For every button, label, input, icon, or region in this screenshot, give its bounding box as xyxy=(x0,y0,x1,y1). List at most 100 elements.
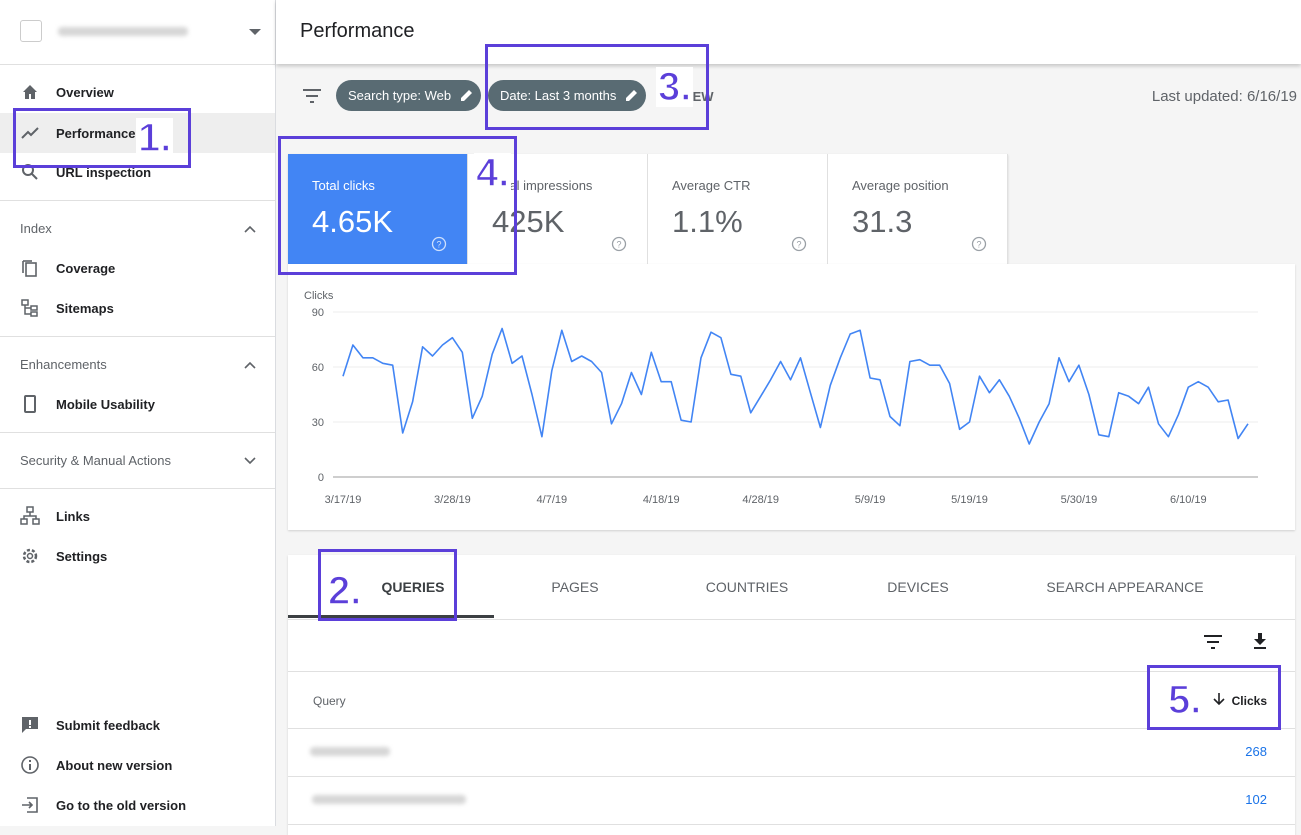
nav-label: Settings xyxy=(56,548,108,564)
x-tick-label: 3/28/19 xyxy=(434,494,471,506)
page-title: Performance xyxy=(300,20,415,42)
nav-item[interactable]: Sitemaps xyxy=(0,288,275,328)
y-axis-label: Clicks xyxy=(304,290,334,302)
metric[interactable]: Total impressions 425K? xyxy=(468,154,648,264)
nav-label: Overview xyxy=(56,84,114,100)
metric[interactable]: Average position 31.3? xyxy=(828,154,1008,264)
x-tick-label: 5/30/19 xyxy=(1061,494,1098,506)
nav-label: Links xyxy=(56,508,90,524)
sort-icon[interactable] xyxy=(1213,692,1225,705)
clicks-cell: 102 xyxy=(1245,792,1267,807)
nav-item[interactable]: About new version xyxy=(0,745,275,785)
metric-value: 31.3 xyxy=(852,204,913,239)
section-title[interactable]: Security & Manual Actions xyxy=(20,453,172,468)
metric-label: Total clicks xyxy=(312,178,375,193)
tab[interactable]: COUNTRIES xyxy=(705,579,789,595)
collapse-icon[interactable] xyxy=(244,225,256,233)
nav-label: About new version xyxy=(56,757,173,773)
nav-item[interactable]: Go to the old version xyxy=(0,785,275,825)
table-filter-icon[interactable] xyxy=(1203,634,1223,650)
top-bar: Performance xyxy=(276,0,1301,64)
x-tick-label: 4/28/19 xyxy=(742,494,779,506)
metric-label: Average CTR xyxy=(672,178,751,193)
svg-text:?: ? xyxy=(796,240,801,250)
section-title[interactable]: Index xyxy=(20,221,52,236)
x-tick-label: 5/19/19 xyxy=(951,494,988,506)
y-tick-label: 60 xyxy=(312,362,324,374)
annotation-box xyxy=(485,44,709,130)
tab-indicator xyxy=(288,615,494,618)
divider xyxy=(0,336,275,337)
annotation-box xyxy=(278,136,517,275)
nav-label: Performance xyxy=(56,125,136,141)
nav-label: Go to the old version xyxy=(56,797,187,813)
divider xyxy=(288,824,1295,825)
divider xyxy=(288,776,1295,777)
tab[interactable]: DEVICES xyxy=(887,579,949,595)
chart-card: Clicks 0 30 60 90 3/17/19 3/28/19 4/7/19 4/18/19… xyxy=(288,264,1295,530)
chip-label: Date: Last 3 months xyxy=(500,88,617,103)
nav-label: URL inspection xyxy=(56,164,152,180)
metric[interactable]: Total clicks 4.65K? xyxy=(288,154,468,264)
x-tick-label: 6/10/19 xyxy=(1170,494,1207,506)
data-line xyxy=(342,327,1249,445)
section-title[interactable]: Enhancements xyxy=(20,357,107,372)
x-tick-label: 4/18/19 xyxy=(643,494,680,506)
x-tick-label: 3/17/19 xyxy=(325,494,362,506)
site-dropdown[interactable] xyxy=(249,29,261,36)
x-tick-label: 5/9/19 xyxy=(855,494,886,506)
metric-value: 4.65K xyxy=(312,204,394,239)
annotation-box xyxy=(318,549,457,621)
nav-label: Mobile Usability xyxy=(56,396,155,412)
nav-item[interactable]: Mobile Usability xyxy=(0,384,275,424)
nav-label: Sitemaps xyxy=(56,300,114,316)
column-header: Query xyxy=(313,694,346,708)
nav-item[interactable]: Settings xyxy=(0,536,275,576)
y-tick-label: 0 xyxy=(318,472,324,484)
metric-label: Total impressions xyxy=(492,178,593,193)
svg-text:?: ? xyxy=(436,240,441,250)
divider xyxy=(0,200,275,201)
divider xyxy=(288,671,1295,672)
filter-chip[interactable]: Search type: Web xyxy=(336,80,482,111)
nav-item[interactable]: Submit feedback xyxy=(0,705,275,745)
annotation-number: 1. xyxy=(136,116,174,160)
site-url xyxy=(58,27,188,36)
filter-chip[interactable]: Date: Last 3 months xyxy=(488,80,647,111)
tab[interactable]: SEARCH APPEARANCE xyxy=(1046,579,1204,595)
chip-label: Search type: Web xyxy=(348,88,452,103)
divider xyxy=(0,64,275,65)
nav-item[interactable]: Coverage xyxy=(0,248,275,288)
metric-label: Average position xyxy=(852,178,949,193)
annotation-number: 2. xyxy=(326,569,364,613)
divider xyxy=(0,432,275,433)
clicks-cell: 268 xyxy=(1245,744,1267,759)
site-logo xyxy=(20,20,42,42)
y-tick-label: 90 xyxy=(312,307,324,319)
tab[interactable]: PAGES xyxy=(551,579,599,595)
expand-icon[interactable] xyxy=(244,457,256,465)
collapse-icon[interactable] xyxy=(244,361,256,369)
divider xyxy=(288,728,1295,729)
annotation-number: 4. xyxy=(474,151,512,195)
svg-text:?: ? xyxy=(616,240,621,250)
x-tick-label: 4/7/19 xyxy=(537,494,568,506)
download-icon[interactable] xyxy=(1252,632,1268,650)
last-updated: Last updated: 6/16/19 xyxy=(1151,88,1297,105)
nav-item[interactable]: Overview xyxy=(0,72,275,112)
metric[interactable]: Average CTR 1.1%? xyxy=(648,154,828,264)
divider xyxy=(0,488,275,489)
query-text xyxy=(312,795,466,804)
annotation-box xyxy=(13,108,191,168)
nav-item[interactable]: Links xyxy=(0,496,275,536)
nav-label: Submit feedback xyxy=(56,717,161,733)
column-header[interactable]: Clicks xyxy=(1231,694,1267,708)
tab[interactable]: QUERIES xyxy=(381,579,445,595)
chart: Clicks 0 30 60 90 3/17/19 3/28/19 4/7/19 4/18/19… xyxy=(304,290,1258,506)
filter-icon[interactable] xyxy=(302,88,322,104)
metric-value: 1.1% xyxy=(672,204,743,239)
nav-label: Coverage xyxy=(56,260,116,276)
metric-value: 425K xyxy=(492,204,565,239)
annotation-box xyxy=(1147,665,1281,730)
